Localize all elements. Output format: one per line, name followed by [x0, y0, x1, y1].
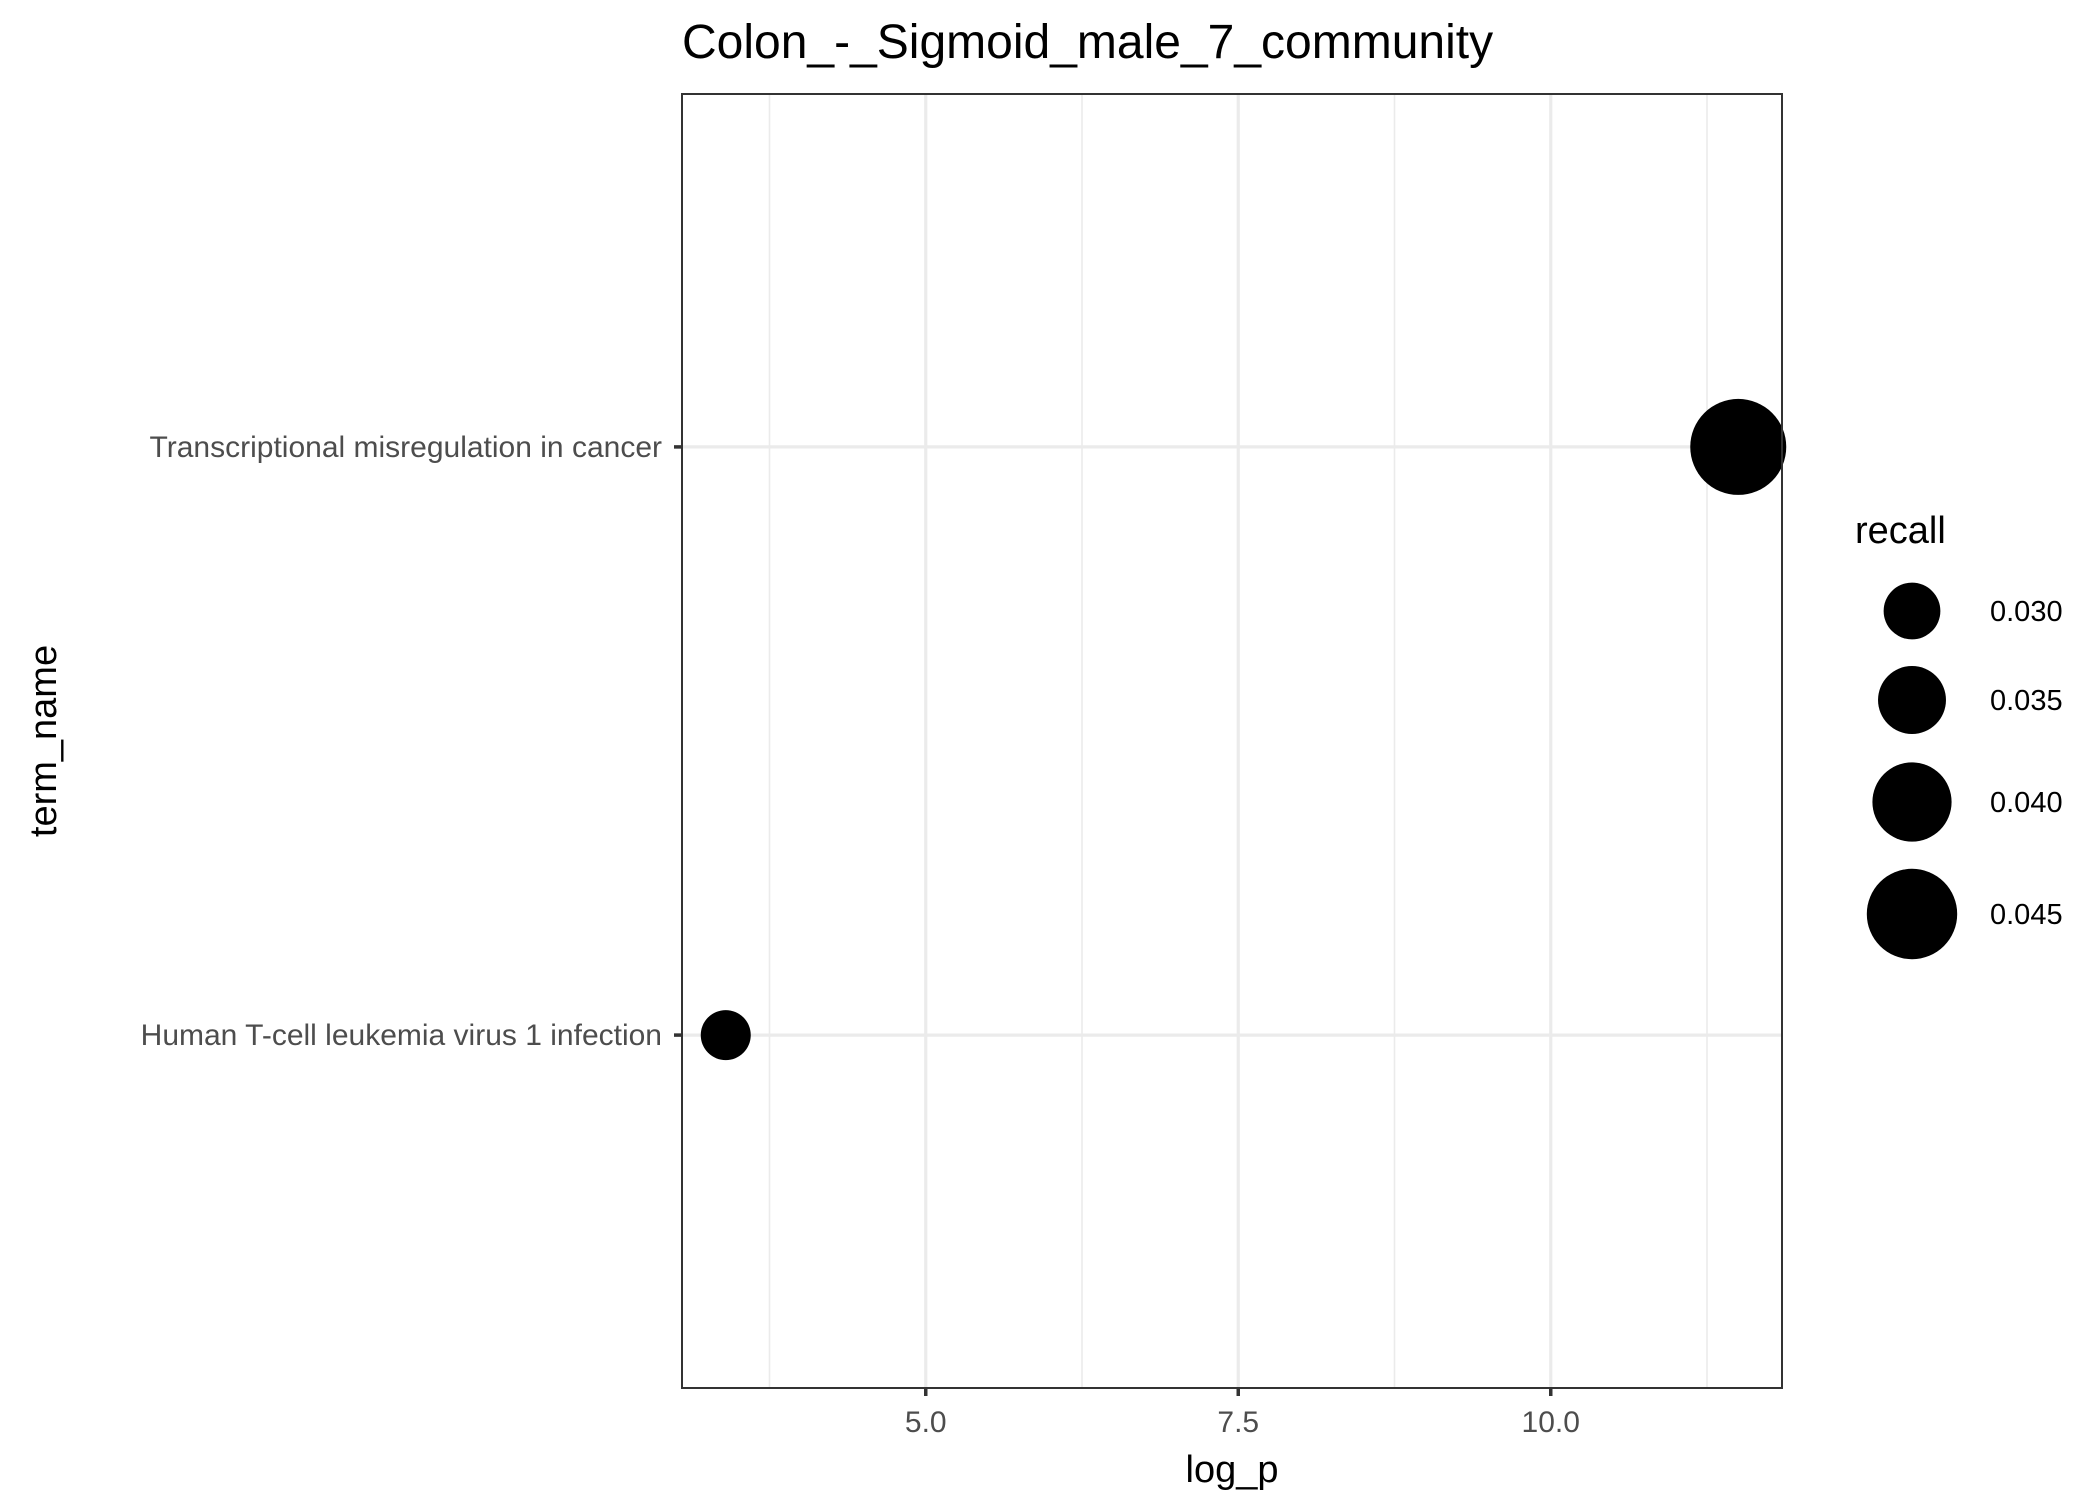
legend-label: 0.030	[1990, 596, 2063, 628]
legend-label: 0.040	[1990, 787, 2063, 819]
data-points	[700, 398, 1787, 1061]
data-point	[700, 1010, 751, 1061]
legend-key	[1872, 762, 1952, 842]
size-legend: recall 0.030 0.035 0.040 0.045	[1855, 510, 2063, 960]
x-tick-label: 7.5	[1217, 1406, 1259, 1439]
y-tick-label: Transcriptional misregulation in cancer	[150, 431, 662, 464]
x-tick-label: 5.0	[905, 1406, 947, 1439]
x-tick-label: 10.0	[1522, 1406, 1580, 1439]
plot-panel	[681, 93, 1787, 1389]
legend-title: recall	[1855, 510, 1946, 552]
data-point	[1690, 398, 1787, 495]
x-axis: 5.0 7.5 10.0	[905, 1388, 1580, 1439]
legend-label: 0.035	[1990, 685, 2063, 717]
panel-border	[681, 93, 1783, 1389]
legend-key	[1866, 868, 1958, 960]
y-tick-label: Human T-cell leukemia virus 1 infection	[141, 1019, 662, 1052]
minor-gridlines	[768, 94, 1708, 1388]
y-axis-title: term_name	[23, 645, 65, 837]
x-axis-title: log_p	[1186, 1449, 1279, 1491]
legend-items: 0.030 0.035 0.040 0.045	[1866, 582, 2063, 960]
panel-background	[682, 94, 1782, 1388]
y-axis: Human T-cell leukemia virus 1 infection T…	[141, 431, 682, 1052]
chart-title: Colon_-_Sigmoid_male_7_community	[682, 16, 1493, 69]
legend-key	[1878, 666, 1946, 734]
legend-key	[1883, 582, 1941, 640]
major-gridlines	[682, 94, 1782, 1388]
legend-label: 0.045	[1990, 899, 2063, 931]
